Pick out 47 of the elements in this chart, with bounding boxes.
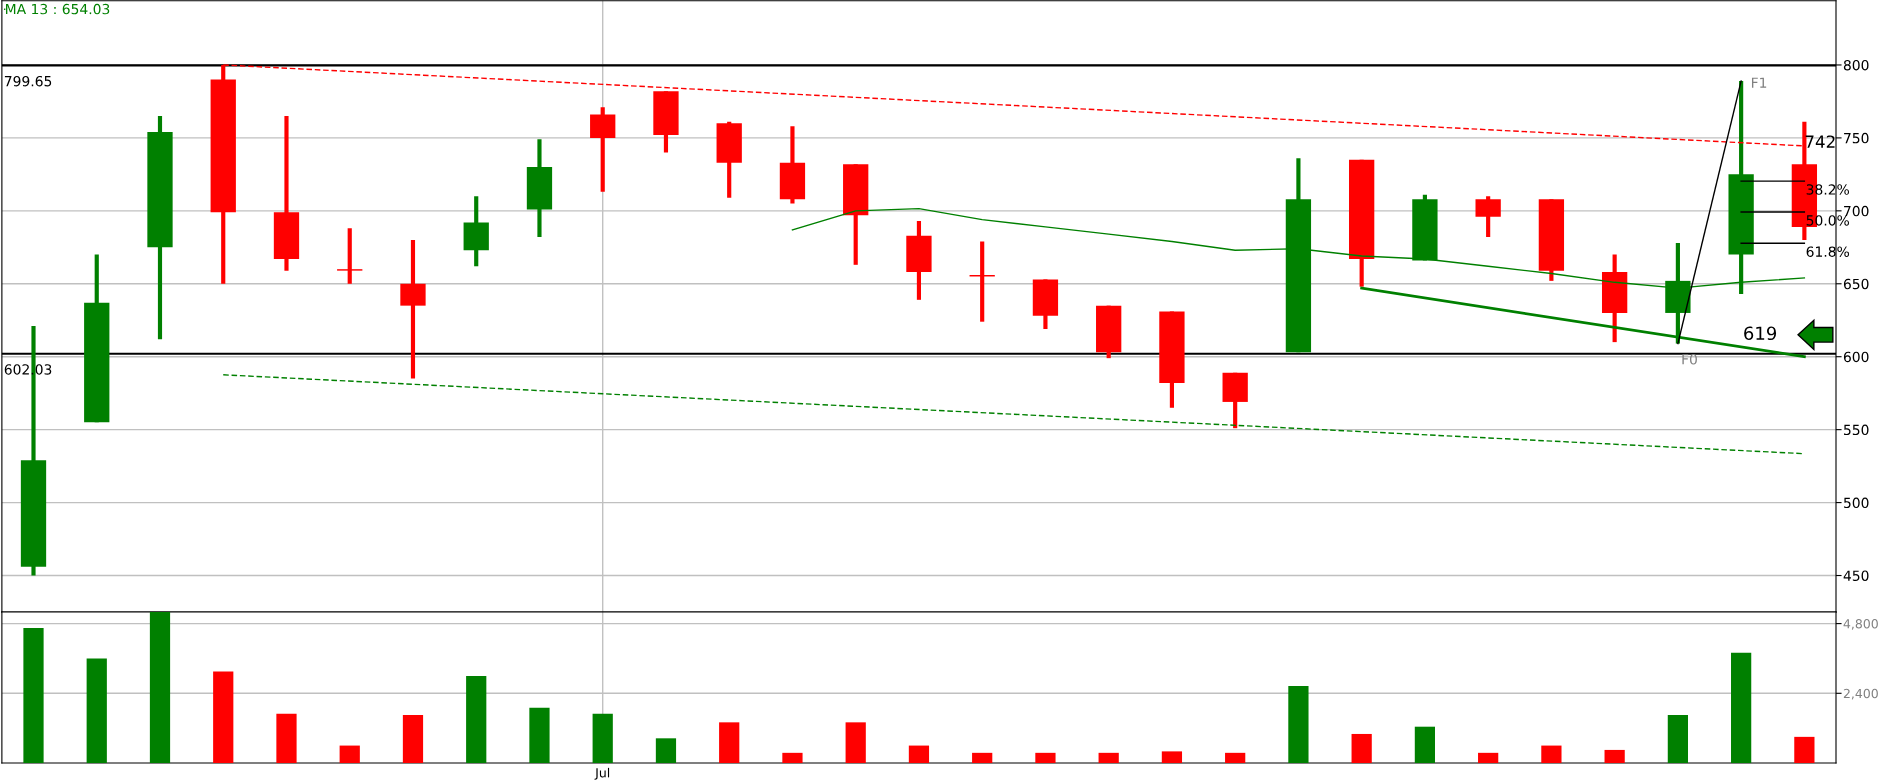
y-tick-label: 750 <box>1844 132 1869 144</box>
bar <box>1035 752 1056 763</box>
bar <box>908 745 930 763</box>
bar <box>213 671 234 763</box>
y-tick-label: 600 <box>1843 351 1869 363</box>
bar <box>339 745 360 763</box>
bar <box>276 713 297 763</box>
y-tick-label: 550 <box>1844 424 1869 436</box>
annotation: 619 <box>1744 326 1777 341</box>
x-tick-label: Jul <box>594 767 610 780</box>
bar <box>1604 749 1625 763</box>
bar <box>1541 745 1562 763</box>
y-tick-label: 650 <box>1843 278 1869 290</box>
bar <box>1351 733 1372 763</box>
bar <box>1288 686 1309 763</box>
legend-label: MA 13 : 654.03 <box>6 3 110 15</box>
bar <box>86 658 107 763</box>
bar <box>782 752 803 763</box>
bar <box>1667 715 1689 763</box>
y-tick-label: 2,400 <box>1843 688 1878 700</box>
bar <box>1794 736 1815 763</box>
bar <box>1731 652 1752 763</box>
bar <box>529 707 550 763</box>
candlestick <box>400 240 426 379</box>
bar <box>466 675 487 763</box>
bar <box>592 713 613 763</box>
y-tick-label: 700 <box>1844 205 1869 217</box>
bar <box>402 715 424 763</box>
y-tick-label: 4,800 <box>1843 619 1878 630</box>
bar <box>149 611 171 763</box>
bar <box>845 722 866 763</box>
bar <box>1478 752 1499 763</box>
bar <box>655 738 677 763</box>
bar <box>23 627 44 763</box>
bar <box>1098 752 1119 763</box>
y-tick-label: 800 <box>1843 59 1869 71</box>
annotation: F1 <box>1751 77 1767 88</box>
y-tick-label: 500 <box>1844 497 1869 509</box>
annotation: F0 <box>1682 354 1697 365</box>
bar <box>972 752 993 763</box>
y-tick-label: 450 <box>1843 570 1869 581</box>
bar <box>1225 752 1246 763</box>
bar <box>1414 726 1436 763</box>
bar <box>1161 751 1183 763</box>
candlestick <box>337 228 363 284</box>
bar <box>719 722 740 763</box>
ref-line-label: 799.65 <box>4 75 52 87</box>
